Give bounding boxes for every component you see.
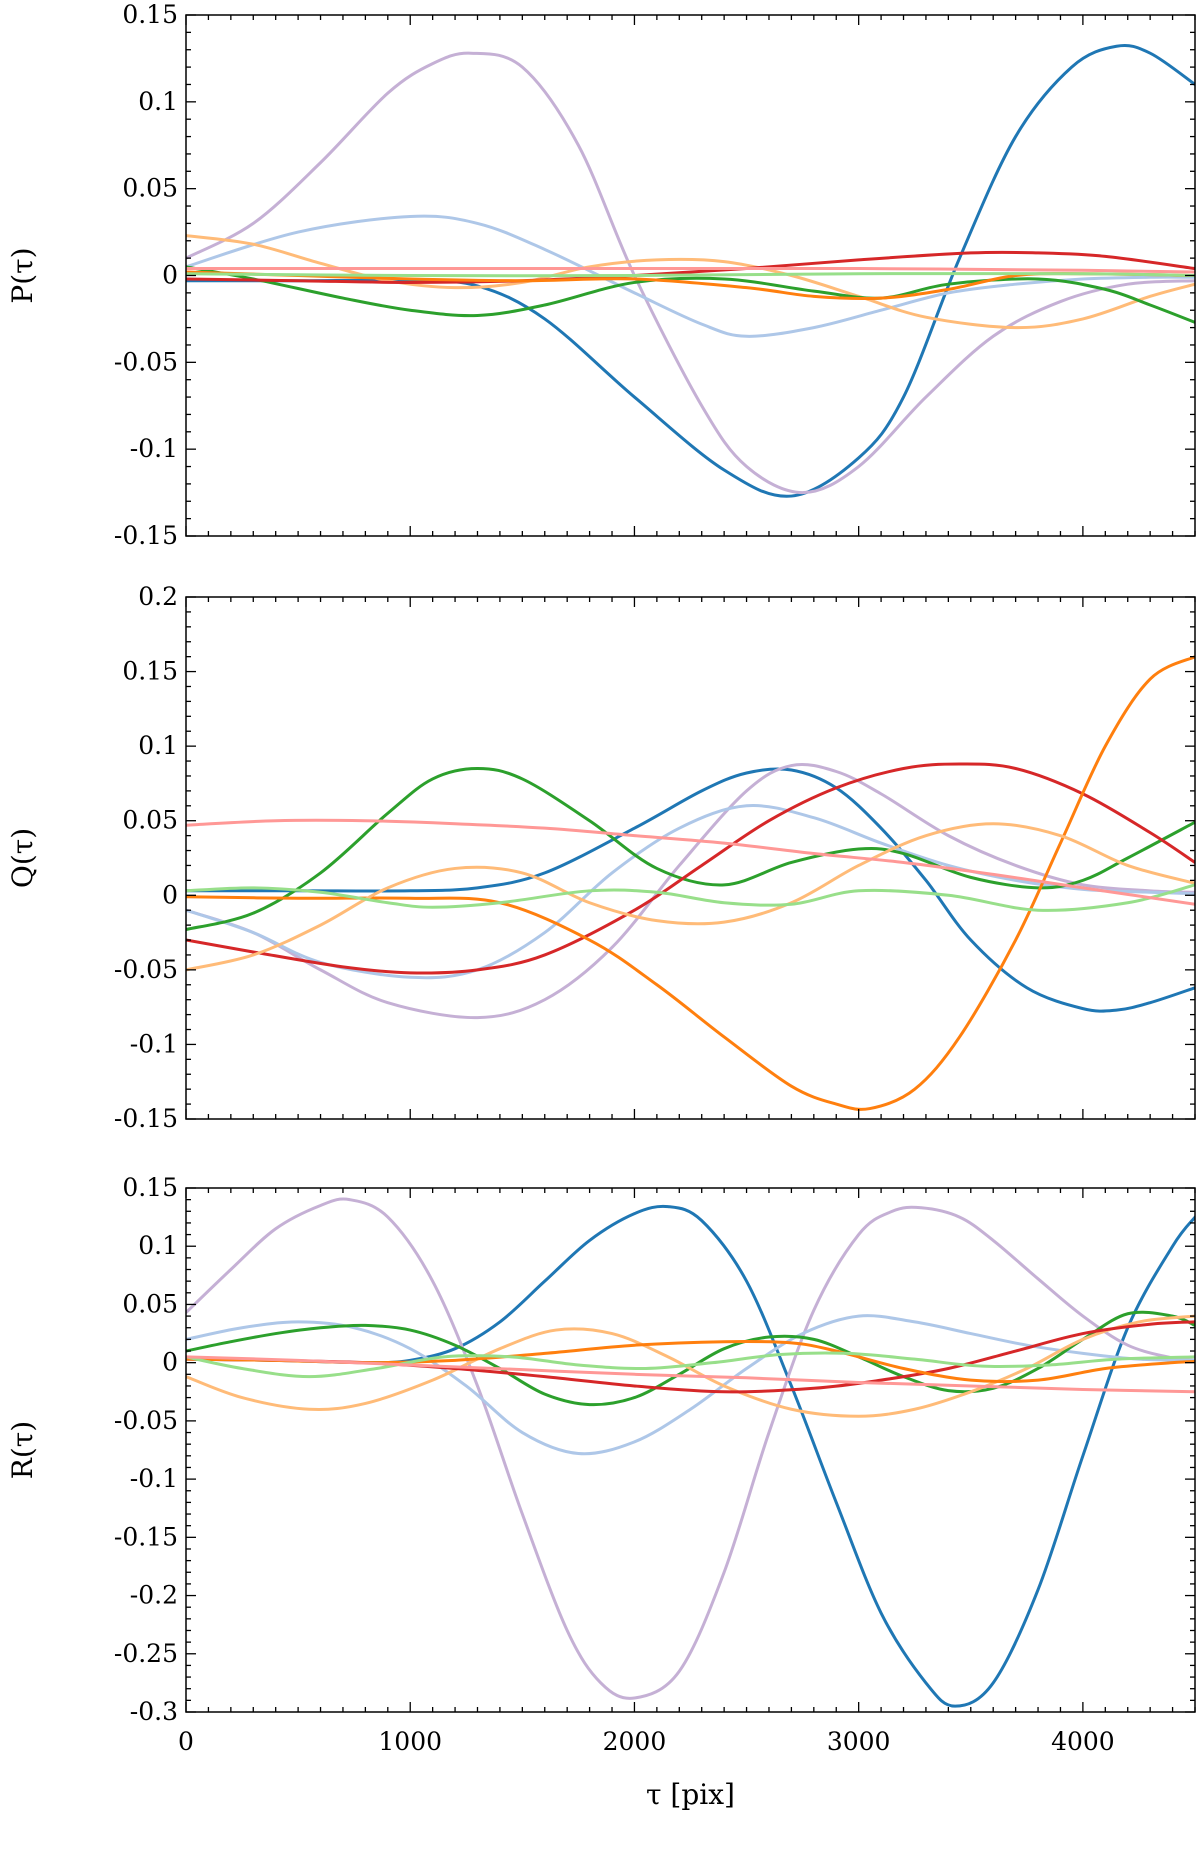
y-tick-label: -0.05 xyxy=(114,1406,178,1435)
y-tick-label: -0.15 xyxy=(114,1104,178,1133)
y-tick-label: 0.05 xyxy=(122,174,178,203)
y-axis-label: R(τ) xyxy=(6,1421,39,1479)
series-group-r xyxy=(186,1197,1195,1708)
y-axis-label: Q(τ) xyxy=(6,828,39,888)
series-line-orange xyxy=(186,655,1195,1111)
y-tick-label: -0.05 xyxy=(114,955,178,984)
y-axis-label: P(τ) xyxy=(6,247,39,303)
series-line-red xyxy=(186,1320,1195,1394)
y-tick-label: -0.25 xyxy=(114,1639,178,1668)
series-line-light-green xyxy=(186,272,1195,278)
series-line-pink xyxy=(186,818,1195,906)
y-tick-label: -0.3 xyxy=(130,1697,178,1726)
plot-frame xyxy=(185,1187,1196,1713)
series-line-light-green xyxy=(186,1351,1195,1379)
panel-r: -0.3 -0.25 -0.2 -0.15 -0.1 -0.05 0 0.05 0.1 0.15 0… xyxy=(6,1173,1196,1811)
series-line-pink xyxy=(186,1355,1195,1394)
y-tick-label: 0 xyxy=(162,880,178,909)
series-line-lavender xyxy=(186,51,1195,495)
y-tick-label: 0.1 xyxy=(138,87,178,116)
panel-q: -0.15 -0.1 -0.05 0 0.05 0.1 0.15 0.2 Q(τ) xyxy=(6,582,1196,1133)
panel-p: -0.15 -0.1 -0.05 0 0.05 0.1 0.15 P(τ) xyxy=(6,0,1196,550)
y-tick-label: -0.05 xyxy=(114,347,178,376)
y-tick-label: 0.2 xyxy=(138,582,178,611)
y-tick-label: -0.15 xyxy=(114,1522,178,1551)
y-tick-label: -0.15 xyxy=(114,521,178,550)
series-line-blue xyxy=(186,1204,1195,1708)
y-tick-label: -0.1 xyxy=(130,1029,178,1058)
x-tick-label: 3000 xyxy=(827,1727,891,1756)
series-line-light-orange xyxy=(186,1314,1195,1418)
x-tick-label: 1000 xyxy=(378,1727,442,1756)
series-line-green xyxy=(186,767,1195,932)
series-line-blue xyxy=(186,767,1195,1013)
plot-frame xyxy=(185,596,1196,1120)
y-tick-label: -0.2 xyxy=(130,1581,178,1610)
y-tick-label: 0 xyxy=(162,1348,178,1377)
series-line-light-blue xyxy=(186,1314,1195,1456)
y-tick-label: -0.1 xyxy=(130,1464,178,1493)
series-group-p xyxy=(186,43,1195,498)
series-line-light-orange xyxy=(186,234,1195,330)
x-tick-label: 4000 xyxy=(1051,1727,1115,1756)
series-line-lavender xyxy=(186,762,1195,1020)
y-tick-label: 0.1 xyxy=(138,1231,178,1260)
series-group-q xyxy=(186,655,1195,1111)
y-tick-label: 0.15 xyxy=(122,657,178,686)
y-tick-label: 0.1 xyxy=(138,731,178,760)
series-line-light-blue xyxy=(186,804,1195,980)
y-tick-label: 0.15 xyxy=(122,0,178,29)
y-tick-label: 0 xyxy=(162,261,178,290)
y-tick-label: 0.05 xyxy=(122,806,178,835)
series-line-light-green xyxy=(186,883,1195,912)
y-tick-label: -0.1 xyxy=(130,434,178,463)
series-line-light-orange xyxy=(186,822,1195,972)
series-line-lavender xyxy=(186,1197,1195,1700)
x-axis-label: τ [pix] xyxy=(646,1778,735,1811)
series-line-green xyxy=(186,265,1195,324)
series-line-red xyxy=(186,762,1195,975)
y-tick-label: 0.15 xyxy=(122,1173,178,1202)
series-line-pink xyxy=(186,266,1195,274)
y-tick-label: 0.05 xyxy=(122,1289,178,1318)
x-tick-label: 0 xyxy=(178,1727,194,1756)
x-tick-label: 2000 xyxy=(603,1727,667,1756)
